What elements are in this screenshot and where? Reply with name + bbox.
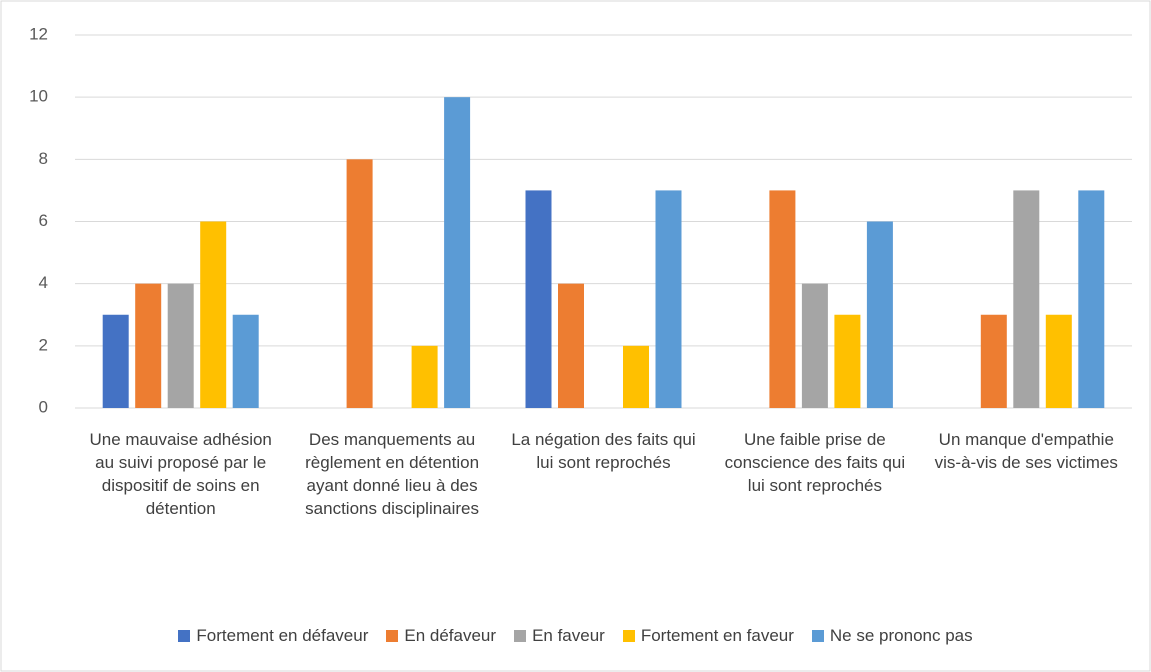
x-tick-label: La négation des faits qui lui sont repro… [511,430,696,472]
y-tick-label: 2 [39,335,48,354]
y-tick-label: 10 [29,87,48,106]
bar [1045,314,1072,408]
legend: Fortement en défaveur En défaveur En faveu… [0,626,1151,646]
bar [558,283,584,408]
legend-item: Fortement en faveur [622,626,794,646]
bar [980,314,1007,408]
legend-swatch [386,630,399,642]
x-tick-label: Des manquements au règlement en détentio… [305,430,480,518]
bar [655,190,682,408]
legend-item: En défaveur [386,626,496,646]
legend-swatch [811,630,824,642]
legend-label: Fortement en défaveur [196,626,369,645]
y-tick-label: 4 [39,273,48,292]
legend-label: En faveur [532,626,605,645]
bar [135,283,162,408]
legend-swatch [514,630,527,642]
legend-item: Fortement en défaveur [178,626,368,646]
bar [1078,190,1105,408]
bar [769,190,796,408]
bar [525,190,552,408]
bar [623,345,649,408]
bar [801,283,828,408]
legend-swatch [178,630,191,642]
bar [444,97,471,409]
legend-swatch [622,630,635,642]
legend-label: Ne se prononc pas [829,626,973,645]
y-tick-label: 12 [29,24,48,43]
y-tick-label: 8 [39,149,48,168]
legend-label: Fortement en faveur [640,626,794,645]
legend-label: En défaveur [404,626,497,645]
bar [866,221,893,408]
x-tick-label: Une mauvaise adhésion au suivi proposé p… [89,430,272,518]
bar [232,314,259,408]
x-tick-label: Un manque d'empathie vis-à-vis de ses vi… [934,430,1118,472]
legend-item: Ne se prononc pas [811,626,973,646]
bar [1013,190,1040,408]
bar [411,345,438,408]
y-tick-label: 0 [39,397,48,416]
bar [834,314,861,408]
x-tick-label: Une faible prise de conscience des faits… [724,430,906,495]
bar [102,314,129,408]
y-tick-label: 6 [39,211,48,230]
legend-item: En faveur [514,626,605,646]
bar [167,283,194,408]
bar [346,159,373,408]
bar [200,221,227,408]
